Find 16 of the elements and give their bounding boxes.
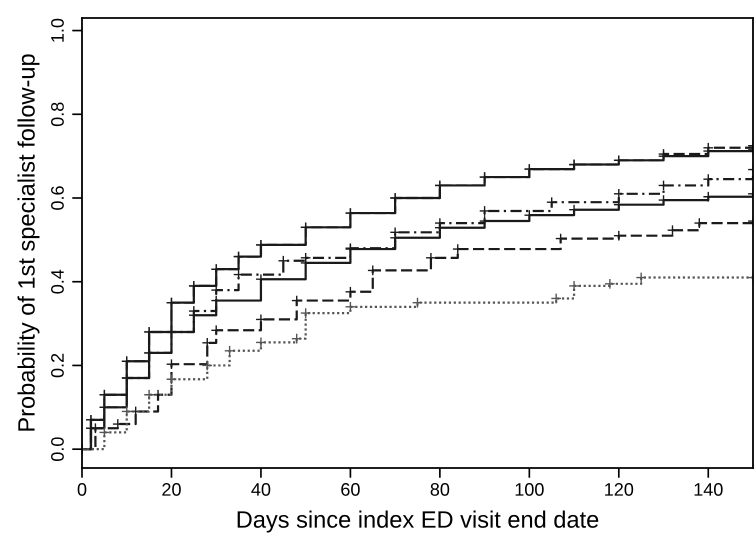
y-tick-label: 0.8 <box>51 102 64 126</box>
x-tick-label: 140 <box>694 483 723 496</box>
y-tick-label: 0.4 <box>51 270 64 294</box>
x-tick-label: 40 <box>251 483 270 496</box>
y-tick-label: 0.0 <box>51 437 64 462</box>
y-axis-title: Probability of 1st specialist follow-up <box>17 54 40 431</box>
x-tick-label: 60 <box>341 483 360 496</box>
x-tick-label: 80 <box>430 483 450 496</box>
x-axis-title: Days since index ED visit end date <box>238 510 598 533</box>
x-tick-label: 0 <box>78 483 86 496</box>
x-tick-label: 20 <box>162 483 181 496</box>
y-tick-label: 0.2 <box>51 354 64 378</box>
x-tick-label: 120 <box>605 483 634 496</box>
y-tick-label: 0.6 <box>51 186 64 210</box>
x-tick-label: 100 <box>516 483 544 496</box>
y-tick-label: 1.0 <box>51 18 64 42</box>
